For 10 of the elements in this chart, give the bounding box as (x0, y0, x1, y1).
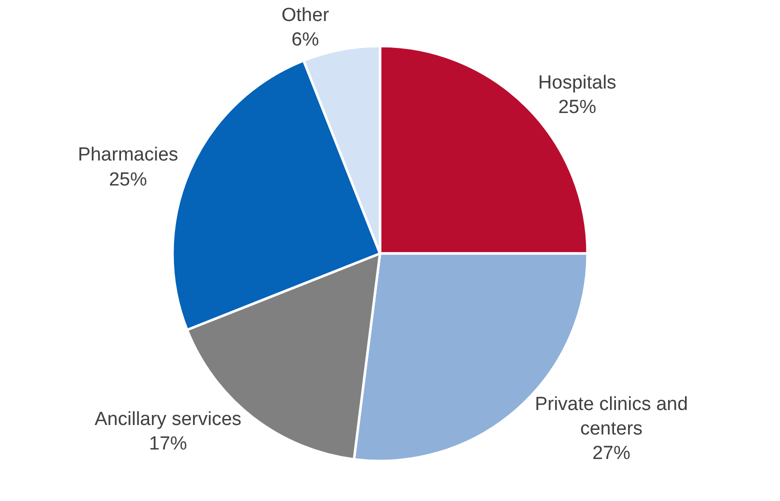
slice-label: Pharmacies (78, 144, 178, 166)
data-label: 27% (592, 443, 631, 464)
slice-label: Private clinics and centers (534, 394, 688, 440)
data-label: 25% (108, 169, 148, 190)
slice-label: Ancillary services (94, 408, 242, 430)
slice-label: Hospitals (538, 72, 616, 94)
data-label: 6% (292, 29, 320, 50)
data-label: 17% (149, 434, 188, 455)
slice-label: Other (282, 4, 330, 26)
data-label: 25% (558, 97, 596, 118)
